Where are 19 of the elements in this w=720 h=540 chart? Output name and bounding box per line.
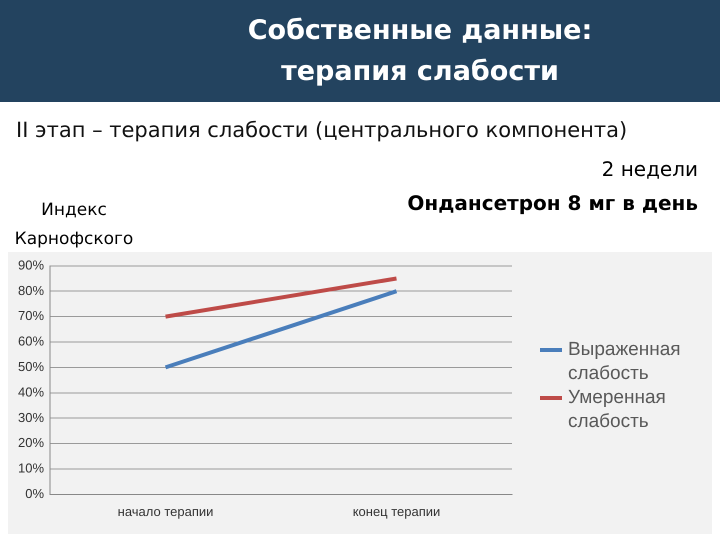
legend-label: Умеренная слабость	[568, 386, 667, 434]
x-tick-label: начало терапии	[118, 504, 214, 519]
y-tick-label: 50%	[18, 358, 44, 374]
y-tick-label: 90%	[18, 257, 44, 272]
y-tick-label: 40%	[18, 384, 44, 400]
y-tick-label: 30%	[18, 410, 44, 425]
y-tick-label: 70%	[18, 308, 44, 324]
text: Ондансетрон 8 мг в день	[407, 190, 698, 217]
y-tick-label: 20%	[18, 435, 44, 450]
y-tick-label: 60%	[18, 334, 44, 349]
text: 2 недели	[600, 156, 698, 183]
y-axis-title: Индекс Карнофского	[14, 199, 134, 251]
legend-label: Выраженная слабость	[568, 338, 682, 386]
y-tick-label: 10%	[18, 460, 44, 476]
x-tick-label: конец терапии	[352, 504, 440, 519]
y-tick-label: 80%	[18, 282, 44, 298]
chart-title: Собственные данные: терапия слабости	[246, 14, 594, 89]
chart-subtitle: II этап – терапия слабости (центрального компонента)	[16, 118, 628, 142]
y-tick-label: 0%	[25, 486, 44, 501]
